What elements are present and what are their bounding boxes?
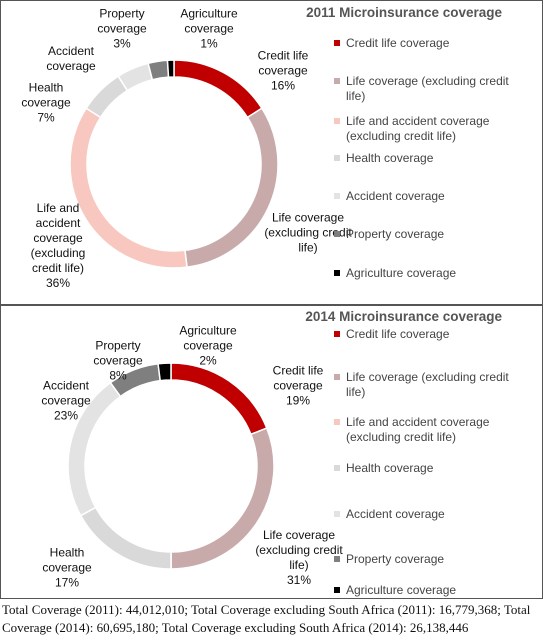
donut-slice [157, 362, 172, 382]
donut-chart [67, 362, 275, 570]
slice-label: Health coverage 7% [12, 81, 80, 126]
legend-entry: Accident coverage [334, 189, 526, 204]
slice-category: Agriculture coverage [180, 6, 238, 36]
legend-label: Accident coverage [346, 189, 445, 203]
donut-chart [69, 59, 279, 269]
slice-label: Accident coverage 23% [31, 379, 101, 424]
legend-label: Life coverage (excluding credit life) [346, 74, 509, 103]
slice-category: Accident coverage [41, 378, 91, 408]
donut-slice [147, 59, 170, 81]
slice-label: Life coverage (excluding credit life) 31% [255, 528, 343, 588]
slice-category: Property coverage [97, 6, 147, 36]
slice-category: Agriculture coverage [179, 323, 237, 353]
legend-entry: Life and accident coverage (excluding cr… [334, 114, 526, 144]
legend-swatch [334, 419, 340, 425]
legend-label: Health coverage [346, 461, 434, 475]
legend-swatch [334, 155, 340, 161]
slice-label: Accident coverage [36, 44, 106, 74]
legend-label: Life coverage (excluding credit life) [346, 370, 509, 399]
legend-entry: Property coverage [334, 552, 526, 567]
legend-entry: Life coverage (excluding credit life) [334, 74, 526, 104]
legend-entry: Health coverage [334, 461, 526, 476]
slice-label: Life coverage (excluding credit life) [264, 211, 352, 256]
slice-label: Property coverage 3% [88, 7, 156, 52]
slice-label: Health coverage 17% [33, 546, 101, 591]
donut-slice [166, 59, 175, 78]
slice-value: 1% [200, 36, 218, 51]
slice-category: Accident coverage [46, 44, 96, 73]
slice-label: Life and accident coverage (excluding cr… [22, 201, 94, 291]
legend-entry: Credit life coverage [334, 327, 526, 342]
slice-label: Credit life coverage 19% [262, 364, 334, 409]
chart-panel: 2014 Microinsurance coverage Credit life … [0, 304, 543, 599]
legend-entry: Health coverage [334, 151, 526, 166]
slice-label: Agriculture coverage 2% [170, 324, 246, 369]
slice-category: Life and accident coverage (excluding cr… [30, 201, 86, 275]
legend-entry: Agriculture coverage [334, 583, 526, 598]
legend-swatch [334, 78, 340, 84]
chart-panel: 2011 Microinsurance coverage Credit life … [0, 0, 543, 306]
legend-label: Agriculture coverage [346, 583, 457, 597]
slice-category: Credit life coverage [257, 48, 309, 78]
caption: Total Coverage (2011): 44,012,010; Total… [2, 602, 531, 635]
legend-entry: Life and accident coverage (excluding cr… [334, 415, 526, 445]
legend-entry: Credit life coverage [334, 36, 526, 51]
legend-label: Life and accident coverage (excluding cr… [346, 114, 490, 143]
legend-label: Health coverage [346, 151, 434, 165]
slice-label: Agriculture coverage 1% [171, 7, 247, 52]
legend-label: Accident coverage [346, 507, 445, 521]
legend-swatch [334, 465, 340, 471]
slice-category: Credit life coverage [272, 363, 324, 393]
legend-swatch [334, 118, 340, 124]
legend-label: Property coverage [346, 227, 445, 241]
slice-category: Life coverage (excluding credit life) [255, 528, 343, 572]
slice-value: 31% [286, 573, 312, 587]
legend-entry: Life coverage (excluding credit life) [334, 370, 526, 400]
legend-swatch [334, 374, 340, 380]
slice-category: Health coverage [42, 545, 92, 575]
slice-value: 19% [285, 393, 311, 408]
legend-entry: Agriculture coverage [334, 266, 526, 281]
slice-value: 17% [54, 575, 80, 590]
slice-category: Life coverage (excluding credit life) [264, 210, 352, 255]
slice-value: 7% [37, 110, 55, 125]
legend-entry: Property coverage [334, 227, 526, 242]
slice-label: Credit life coverage 16% [247, 49, 319, 94]
slice-value: 16% [270, 78, 296, 93]
slice-value: 8% [109, 368, 127, 383]
slice-label: Property coverage 8% [84, 339, 152, 384]
slice-value: 23% [53, 408, 79, 423]
slice-value: 2% [199, 353, 217, 368]
legend-label: Life and accident coverage (excluding cr… [346, 415, 490, 444]
legend-swatch [334, 587, 340, 593]
legend-label: Credit life coverage [346, 327, 450, 341]
legend-label: Agriculture coverage [346, 266, 457, 280]
legend-swatch [334, 231, 340, 237]
legend-swatch [334, 511, 340, 517]
legend-swatch [334, 40, 340, 46]
slice-category: Health coverage [21, 80, 71, 110]
legend-swatch [334, 331, 340, 337]
donut-slice [170, 362, 268, 436]
chart-title: 2014 Microinsurance coverage [305, 309, 502, 324]
slice-value: 3% [113, 36, 131, 51]
legend-label: Credit life coverage [346, 36, 450, 50]
chart-title: 2011 Microinsurance coverage [306, 5, 502, 20]
donut-slice [85, 75, 129, 119]
legend-label: Property coverage [346, 552, 445, 566]
legend-swatch [334, 270, 340, 276]
legend-swatch [334, 556, 340, 562]
legend-swatch [334, 193, 340, 199]
slice-category: Property coverage [93, 338, 143, 368]
slice-value: 36% [45, 276, 71, 290]
legend-entry: Accident coverage [334, 507, 526, 522]
